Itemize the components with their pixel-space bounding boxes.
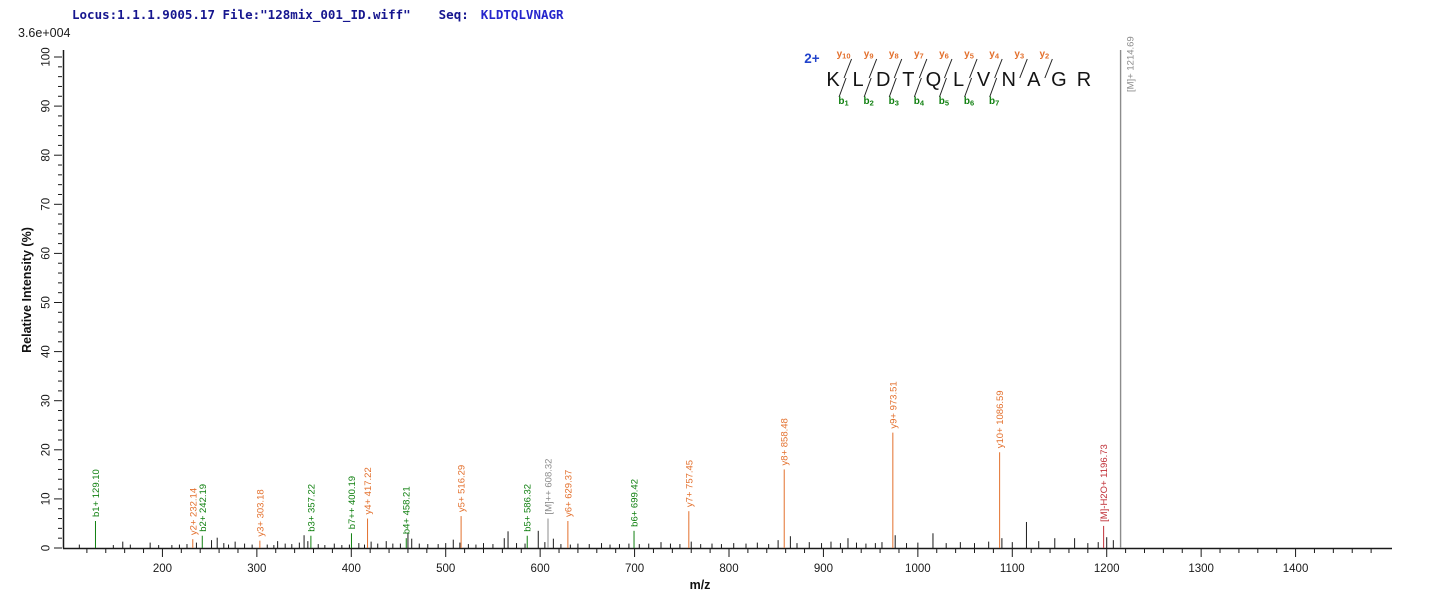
sequence-residue: L bbox=[953, 69, 964, 91]
x-tick-label: 1000 bbox=[905, 563, 931, 575]
peak-label: b2+ 242.19 bbox=[198, 484, 209, 532]
y-cleavage-slash bbox=[868, 58, 878, 79]
x-tick-label: 1300 bbox=[1188, 563, 1214, 575]
fragment-ion-label: y8 bbox=[889, 49, 899, 61]
sequence-residue: T bbox=[902, 69, 914, 91]
y-tick-label: 20 bbox=[41, 443, 53, 456]
peak-label: y4+ 417.22 bbox=[363, 467, 374, 514]
y-tick-label: 60 bbox=[41, 247, 53, 260]
sequence-residue: K bbox=[826, 69, 840, 91]
y-tick-label: 0 bbox=[41, 545, 53, 551]
y-tick-label: 30 bbox=[41, 394, 53, 407]
x-tick-label: 300 bbox=[247, 563, 266, 575]
y-tick-label: 50 bbox=[41, 296, 53, 309]
sequence-residue: A bbox=[1027, 69, 1041, 91]
fragment-ion-label: b1 bbox=[838, 96, 848, 108]
b-cleavage-slash bbox=[838, 77, 847, 98]
sequence-residue: N bbox=[1001, 69, 1015, 91]
fragment-ion-label: y10 bbox=[837, 49, 851, 61]
peak-label: y5+ 516.29 bbox=[457, 465, 468, 512]
fragment-ion-label: y6 bbox=[939, 49, 949, 61]
x-tick-label: 400 bbox=[342, 563, 361, 575]
b-cleavage-slash bbox=[964, 77, 973, 98]
y-tick-label: 90 bbox=[41, 100, 53, 113]
peak-label: b1+ 129.10 bbox=[91, 469, 102, 517]
fragment-ion-label: y3 bbox=[1014, 49, 1024, 61]
intensity-scale-label: 3.6e+004 bbox=[18, 26, 71, 40]
peak-label: y2+ 232.14 bbox=[188, 488, 199, 535]
peak-label: b5+ 586.32 bbox=[523, 484, 534, 532]
y-cleavage-slash bbox=[843, 58, 853, 79]
fragment-ion-label: y9 bbox=[864, 49, 874, 61]
y-cleavage-slash bbox=[1044, 58, 1053, 79]
y-cleavage-slash bbox=[943, 58, 953, 79]
x-tick-label: 800 bbox=[719, 563, 738, 575]
fragment-ion-label: b5 bbox=[939, 96, 949, 108]
peak-label: b6+ 699.42 bbox=[630, 479, 641, 527]
y-cleavage-slash bbox=[1019, 58, 1028, 79]
y-cleavage-slash bbox=[969, 58, 978, 79]
peak-label: b3+ 357.22 bbox=[306, 484, 317, 532]
y-tick-label: 10 bbox=[41, 493, 53, 506]
fragment-ion-label: y2 bbox=[1039, 49, 1049, 61]
y-tick-label: 40 bbox=[41, 345, 53, 358]
y-tick-label: 100 bbox=[41, 47, 53, 66]
peak-label: y7+ 757.45 bbox=[684, 460, 695, 507]
peak-label: [M]++ 608.32 bbox=[543, 459, 554, 515]
fragment-ion-label: b2 bbox=[864, 96, 874, 108]
x-tick-label: 1400 bbox=[1283, 563, 1309, 575]
peak-label: [M]-H2O+ 1196.73 bbox=[1099, 444, 1110, 522]
b-cleavage-slash bbox=[888, 77, 897, 98]
peak-label: [M]+ 1214.69 bbox=[1126, 36, 1137, 92]
y-tick-label: 70 bbox=[41, 198, 53, 211]
x-tick-label: 1100 bbox=[1000, 563, 1025, 575]
fragment-ion-label: y5 bbox=[964, 49, 974, 61]
x-tick-label: 500 bbox=[436, 563, 455, 575]
fragment-ion-label: b4 bbox=[914, 96, 925, 108]
fragment-ion-label: y4 bbox=[989, 49, 1000, 61]
seq-label: Seq: bbox=[438, 7, 469, 22]
peak-label: y8+ 858.48 bbox=[780, 418, 791, 465]
peak-label: b7++ 400.19 bbox=[347, 476, 358, 529]
sequence-residue: G bbox=[1051, 69, 1067, 91]
fragment-ion-label: b7 bbox=[989, 96, 999, 108]
sequence-residue: D bbox=[876, 69, 890, 91]
y-cleavage-slash bbox=[893, 58, 903, 79]
precursor-charge-label: 2+ bbox=[804, 51, 820, 66]
peak-label: b4+ 458.21 bbox=[402, 486, 413, 534]
y-axis-title: Relative Intensity (%) bbox=[20, 227, 34, 353]
x-tick-label: 200 bbox=[153, 563, 172, 575]
sequence-residue: R bbox=[1077, 69, 1091, 91]
x-axis-title: m/z bbox=[690, 578, 711, 592]
fragment-ion-label: b6 bbox=[964, 96, 974, 108]
y-tick-label: 80 bbox=[41, 149, 53, 162]
b-cleavage-slash bbox=[863, 77, 872, 98]
peak-label: y9+ 973.51 bbox=[888, 381, 899, 428]
x-tick-label: 1200 bbox=[1094, 563, 1120, 575]
b-cleavage-slash bbox=[938, 77, 947, 98]
header-bar: Locus:1.1.1.9005.17 File:"128mix_001_ID.… bbox=[72, 7, 564, 22]
sequence-residue: L bbox=[853, 69, 864, 91]
sequence-residue: Q bbox=[926, 69, 942, 91]
sequence-residue: V bbox=[977, 69, 991, 91]
sequence-value: KLDTQLVNAGR bbox=[480, 7, 564, 22]
peak-label: y10+ 1086.59 bbox=[995, 390, 1006, 448]
b-cleavage-slash bbox=[913, 77, 922, 98]
fragment-ion-label: y7 bbox=[914, 49, 924, 61]
x-tick-label: 700 bbox=[625, 563, 644, 575]
peak-label: y6+ 629.37 bbox=[563, 470, 574, 517]
locus-file-label: Locus:1.1.1.9005.17 File:"128mix_001_ID.… bbox=[72, 7, 411, 22]
y-cleavage-slash bbox=[918, 58, 928, 79]
fragment-ion-label: b3 bbox=[889, 96, 899, 108]
b-cleavage-slash bbox=[989, 77, 998, 98]
y-cleavage-slash bbox=[994, 58, 1003, 79]
peak-label: y3+ 303.18 bbox=[255, 489, 266, 536]
x-tick-label: 900 bbox=[814, 563, 833, 575]
x-tick-label: 600 bbox=[531, 563, 550, 575]
